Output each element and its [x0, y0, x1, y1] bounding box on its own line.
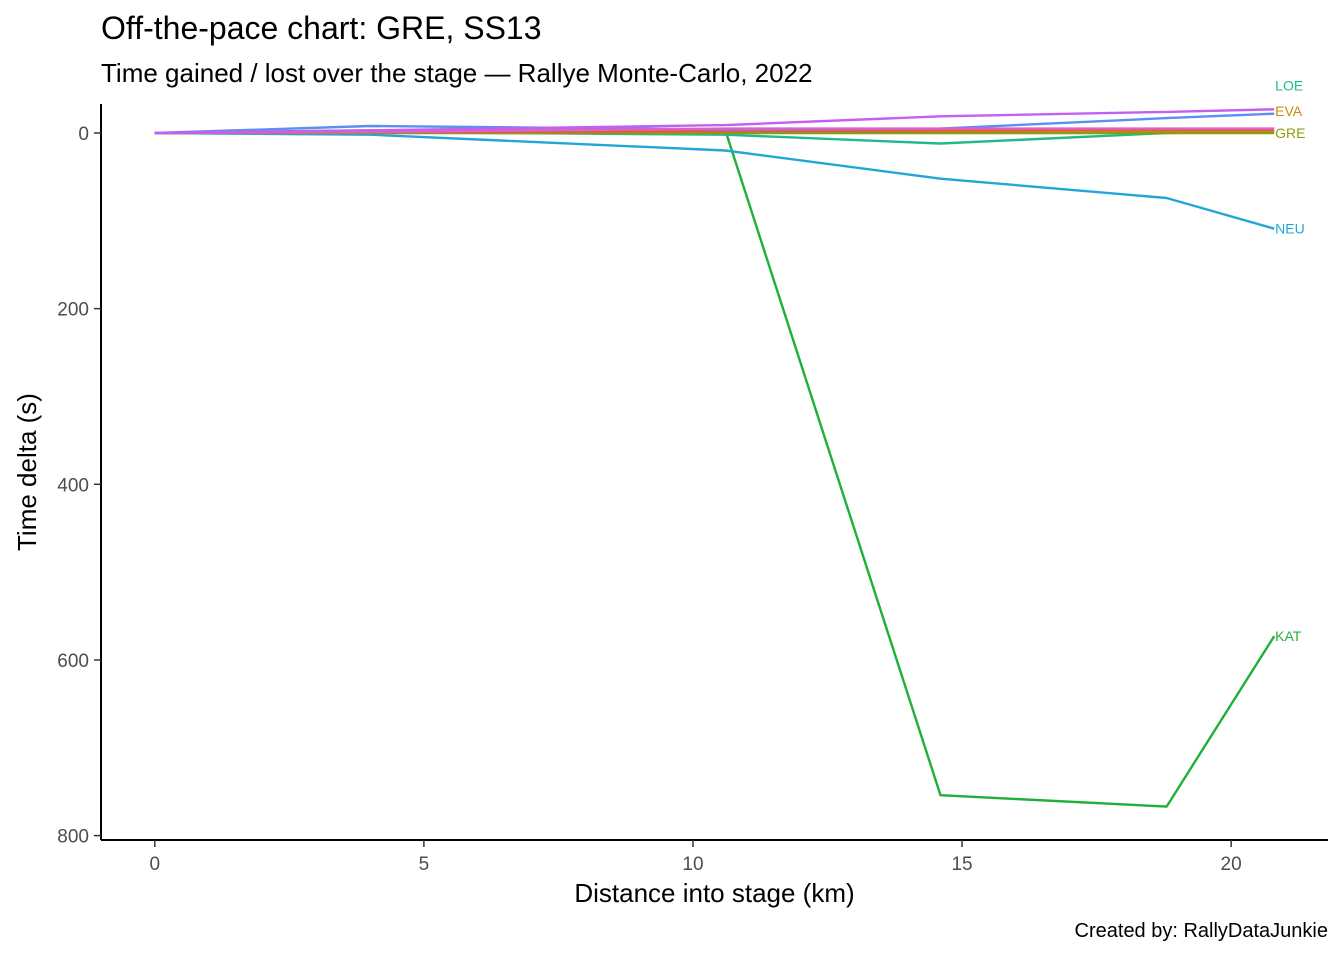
y-axis-title: Time delta (s) [12, 393, 42, 551]
y-tick-label: 600 [57, 651, 89, 672]
chart-subtitle: Time gained / lost over the stage — Rall… [101, 58, 813, 88]
y-tick-label: 800 [57, 827, 89, 848]
x-tick-label: 15 [951, 854, 972, 875]
series-line-8 [154, 127, 1275, 135]
end-label-layer: LOE EVA GRE NEU KAT [1275, 78, 1305, 645]
series-layer [154, 108, 1276, 808]
series-line-9 [154, 108, 1275, 135]
chart-title: Off-the-pace chart: GRE, SS13 [101, 10, 542, 46]
y-tick-label: 200 [57, 300, 89, 321]
x-tick-label: 20 [1221, 854, 1242, 875]
x-tick-label: 0 [150, 854, 161, 875]
y-axis-ticks: 0 200 400 600 800 [57, 124, 101, 848]
end-label-gre: GRE [1275, 125, 1305, 141]
y-tick-label: 400 [57, 475, 89, 496]
end-label-neu: NEU [1275, 221, 1305, 237]
end-label-loe: LOE [1275, 78, 1303, 94]
chart-caption: Created by: RallyDataJunkie [1074, 920, 1328, 942]
end-label-eva: EVA [1275, 103, 1303, 119]
x-axis-title: Distance into stage (km) [574, 878, 854, 908]
y-tick-label: 0 [78, 124, 89, 145]
series-line-neu [154, 131, 1275, 230]
series-line-kat [154, 129, 1276, 808]
x-axis-ticks: 0 5 10 15 20 [150, 840, 1242, 875]
end-label-kat: KAT [1275, 628, 1302, 644]
x-tick-label: 10 [682, 854, 703, 875]
x-tick-label: 5 [419, 854, 430, 875]
